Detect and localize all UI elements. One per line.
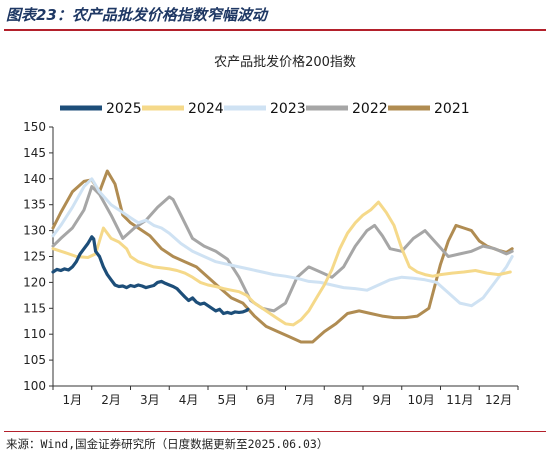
figure-title: 图表23：农产品批发价格指数窄幅波动 [6, 6, 267, 24]
y-tick-label: 145 [23, 146, 46, 160]
title-divider [4, 29, 546, 31]
legend-label-2024: 2024 [188, 101, 224, 117]
x-tick-label: 1月 [63, 393, 83, 407]
y-tick-label: 140 [23, 172, 46, 186]
x-tick-label: 4月 [179, 393, 199, 407]
x-tick-label: 3月 [140, 393, 160, 407]
y-tick-label: 120 [23, 275, 46, 289]
series-line-2022 [51, 185, 514, 313]
y-tick-label: 105 [23, 353, 46, 367]
y-tick-label: 135 [23, 198, 46, 212]
series-line-2025 [51, 235, 250, 316]
x-tick-label: 9月 [373, 393, 393, 407]
y-tick-label: 115 [23, 301, 46, 315]
legend: 2025 2024 2023 2022 2021 [60, 101, 470, 117]
series-line-2023 [51, 177, 514, 308]
x-tick-label: 7月 [295, 393, 315, 407]
series-line-2024 [51, 200, 512, 327]
legend-label-2021: 2021 [434, 101, 470, 117]
legend-label-2025: 2025 [106, 101, 142, 117]
x-tick-label: 11月 [446, 393, 473, 407]
source-divider [4, 431, 546, 432]
y-tick-label: 110 [23, 327, 46, 341]
y-tick-label: 125 [23, 250, 46, 264]
x-tick-label: 10月 [407, 393, 434, 407]
x-tick-label: 2月 [101, 393, 121, 407]
x-tick-label: 8月 [334, 393, 354, 407]
legend-label-2022: 2022 [352, 101, 388, 117]
axes: 100 105 110 115 120 125 130 135 140 145 150 1月 2月 3月 4… [23, 120, 519, 407]
series-lines [51, 169, 514, 344]
y-tick-label: 150 [23, 120, 46, 134]
x-tick-label: 6月 [256, 393, 276, 407]
y-tick-label: 100 [23, 379, 46, 393]
y-tick-label: 130 [23, 224, 46, 238]
legend-label-2023: 2023 [270, 101, 306, 117]
x-tick-label: 12月 [485, 393, 512, 407]
chart-title: 农产品批发价格200指数 [214, 54, 356, 70]
source-note: 来源：Wind,国金证券研究所（日度数据更新至2025.06.03） [6, 437, 329, 451]
x-tick-label: 5月 [218, 393, 238, 407]
series-line-2021 [51, 169, 514, 344]
